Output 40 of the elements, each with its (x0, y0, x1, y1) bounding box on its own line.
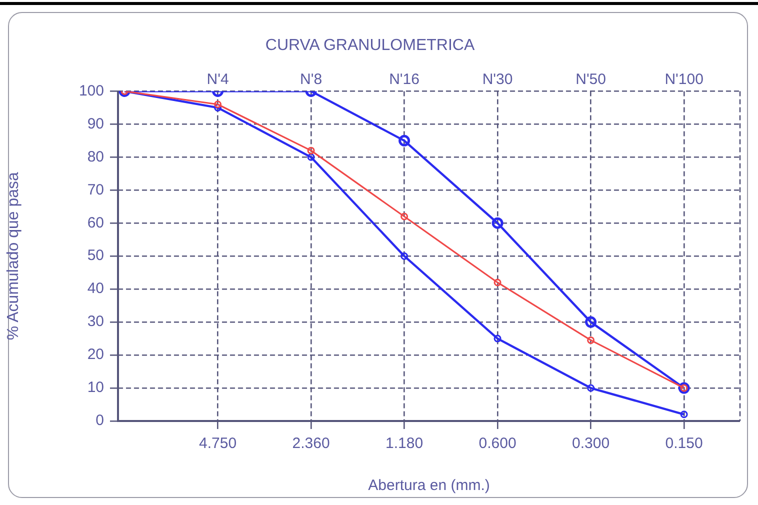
text: N'100 (664, 70, 704, 88)
point (492, 217, 504, 229)
y-tick-label: 50 (87, 247, 104, 264)
y-tick-label: 10 (87, 379, 104, 396)
y-tick-label: 60 (87, 214, 104, 232)
point (214, 104, 222, 112)
point (307, 146, 315, 154)
y-tick-label: 70 (87, 181, 104, 198)
x-axis-title: Abertura en (mm.) (368, 477, 490, 494)
y-tick-label: 0 (96, 412, 104, 430)
point (494, 334, 502, 342)
point (400, 252, 408, 260)
x-tick-label: 4.750 (199, 435, 237, 452)
point (398, 134, 410, 146)
point (494, 278, 502, 286)
x-tick-label: 0.300 (572, 435, 610, 452)
y-tick-label: 20 (87, 346, 104, 364)
x-tick-label: 0.150 (665, 435, 703, 452)
y-tick-label: 80 (87, 148, 104, 166)
point (307, 153, 315, 161)
y-axis-title: % Acumulado que pasa (5, 172, 22, 340)
point (587, 384, 595, 392)
point (214, 100, 222, 108)
text: N'30 (482, 70, 513, 88)
y-tick-label: 30 (87, 313, 104, 330)
point (400, 212, 408, 220)
chart-title: CURVA GRANULOMETRICA (265, 37, 475, 54)
text: N'8 (300, 70, 322, 88)
point (680, 410, 688, 418)
x-tick-label: 0.600 (478, 435, 516, 452)
y-tick-label: 100 (78, 82, 104, 100)
y-tick-label: 40 (87, 280, 104, 298)
y-tick-label: 90 (87, 115, 104, 132)
text: N'4 (206, 70, 229, 88)
point (585, 316, 597, 328)
x-tick-label: 2.360 (292, 435, 330, 452)
x-tick-label: 1.180 (386, 435, 424, 452)
point (587, 336, 595, 344)
text: N'16 (389, 70, 420, 88)
text: N'50 (576, 70, 606, 88)
